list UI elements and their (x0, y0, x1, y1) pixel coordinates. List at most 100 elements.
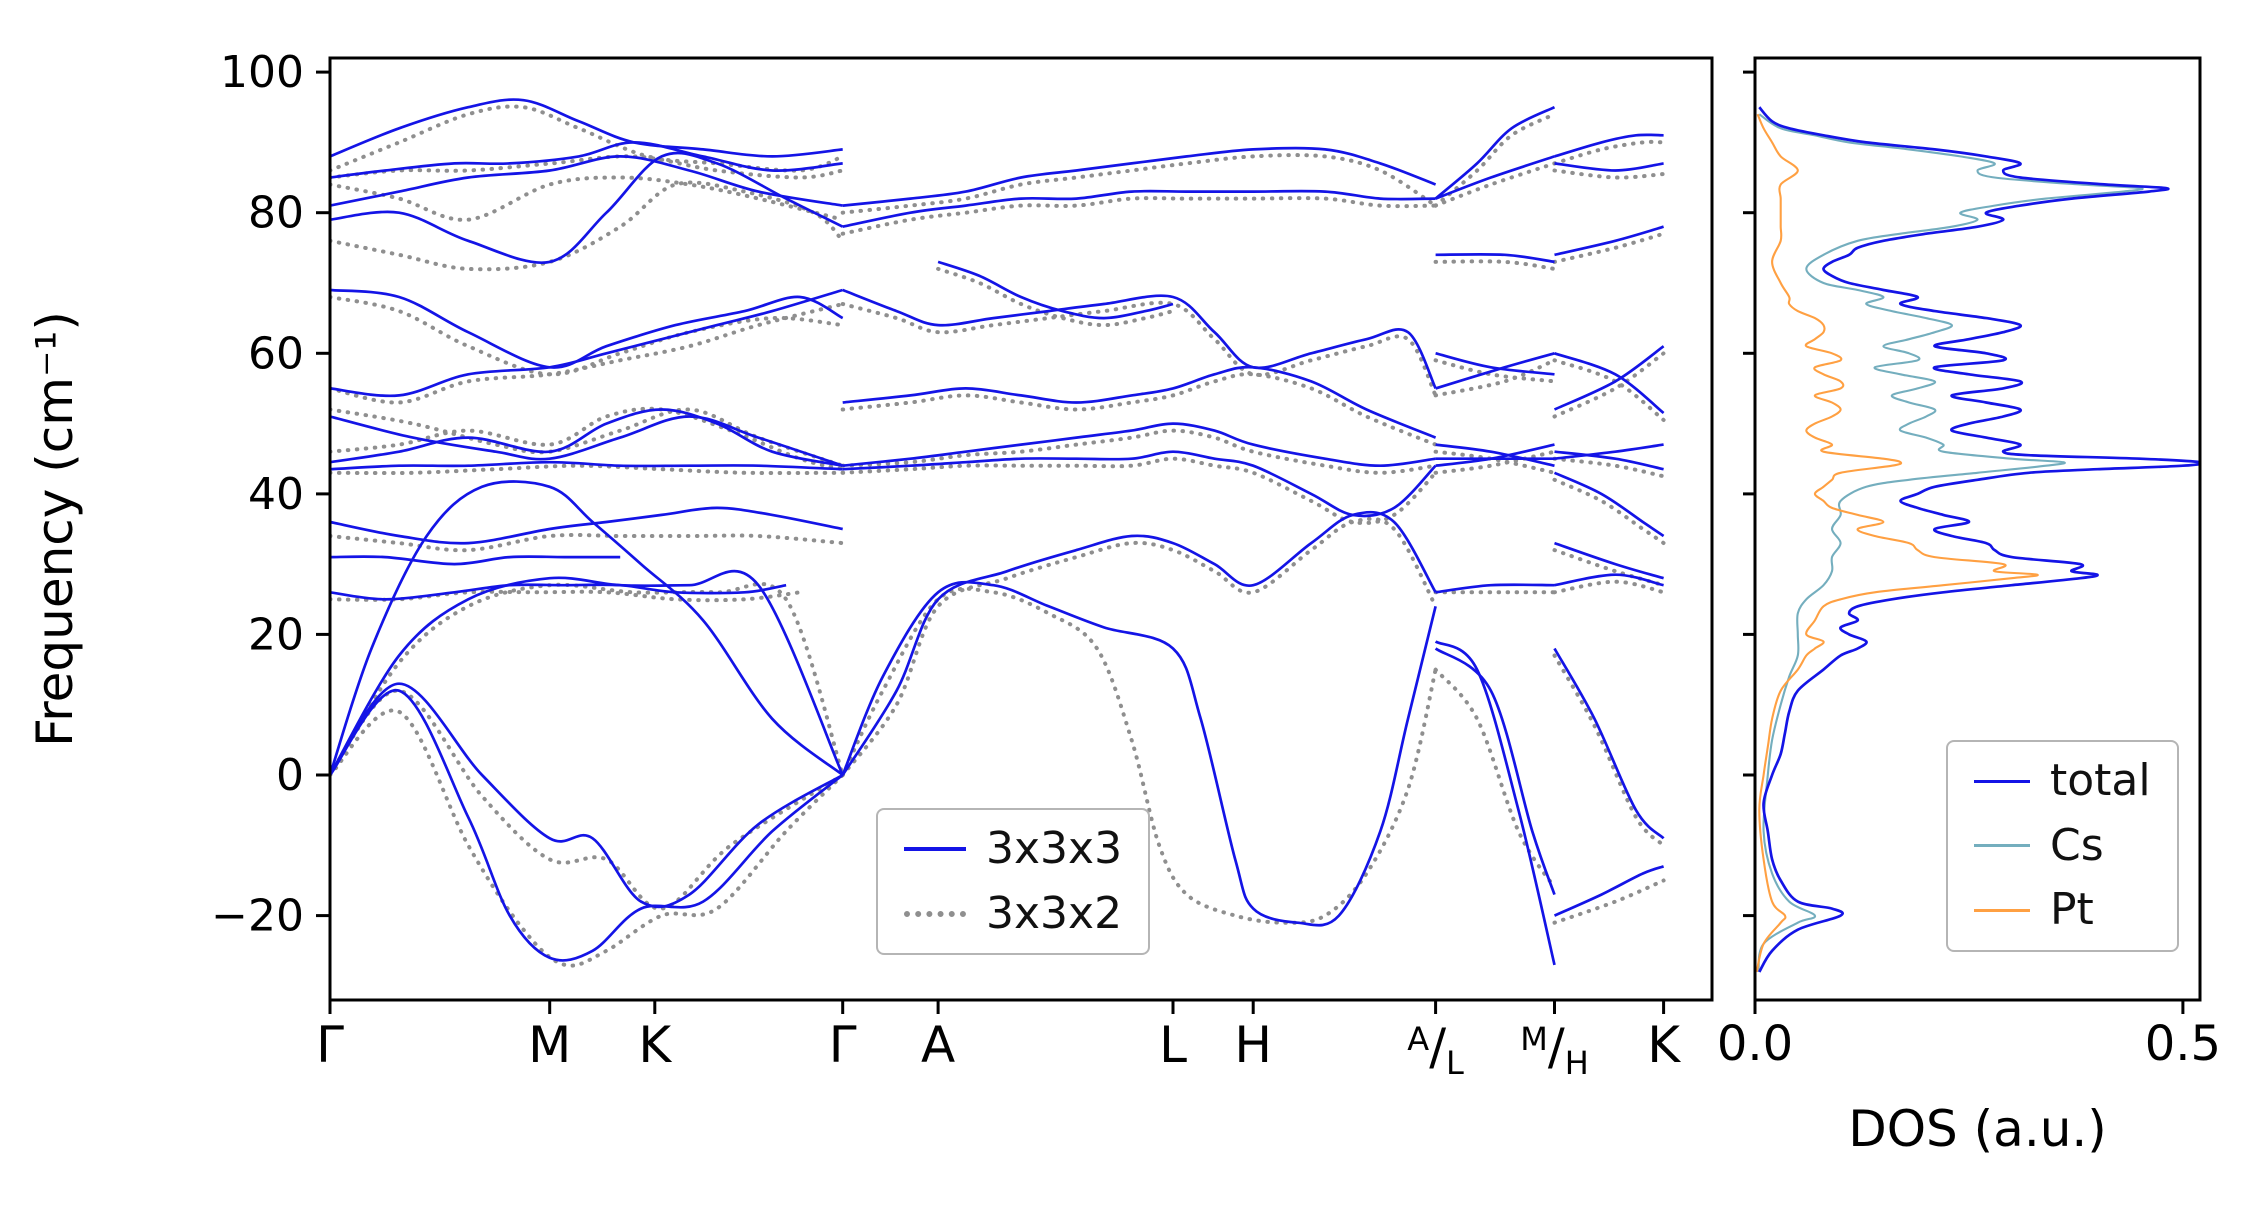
y-tick-label: 20 (248, 609, 304, 660)
legend-label-3x3x3: 3x3x3 (986, 823, 1123, 874)
band-lines-3x3x3 (330, 98, 1665, 966)
band-solid-line (330, 583, 787, 601)
band-solid-line (1554, 443, 1664, 461)
x-tick-label: M/H (1520, 1018, 1589, 1082)
band-lines-3x3x2 (330, 104, 1666, 968)
band-dotted-line (330, 180, 845, 272)
band-solid-line (1553, 471, 1665, 538)
legend-cs-line-sample (1974, 844, 2030, 848)
band-solid-line (842, 450, 1437, 518)
band-solid-line (1435, 252, 1555, 264)
legend-label-pt: Pt (2050, 884, 2094, 936)
x-tick-label: L (1159, 1016, 1187, 1074)
band-solid-line (1554, 541, 1664, 580)
band-solid-line (330, 460, 843, 471)
dos-frame (1753, 56, 2202, 1002)
band-solid-line (841, 510, 1437, 776)
band-dotted-line (330, 463, 845, 476)
band-dotted-line (1433, 667, 1557, 890)
x-tick-label: Γ (316, 1016, 344, 1074)
band-solid-line (330, 480, 844, 777)
band-solid-line (330, 288, 844, 398)
band-dotted-line (936, 266, 1175, 328)
band-dotted-line (1552, 653, 1666, 848)
band-solid-line (842, 422, 1436, 468)
legend-item-3x3x2: 3x3x2 (904, 887, 1123, 940)
band-dotted-line (330, 688, 845, 911)
band-dotted-line (1552, 878, 1666, 925)
x-tick-label: Γ (829, 1016, 857, 1074)
band-dotted-line (840, 516, 1438, 777)
y-tick-label: 40 (248, 469, 304, 520)
y-axis-label: Frequency (cm⁻¹) (26, 311, 84, 747)
band-solid-line (842, 288, 1437, 389)
band-dotted-line (1552, 477, 1666, 546)
band-dotted-line (330, 407, 845, 468)
band-dotted-line (1433, 449, 1557, 475)
band-dotted-line (330, 406, 845, 472)
band-dotted-line (1552, 548, 1666, 588)
band-dotted-line (840, 456, 1438, 526)
band-solid-line (330, 288, 844, 369)
band-solid-line (1435, 351, 1555, 376)
x-tick-label: K (638, 1016, 672, 1074)
band-solid-line (1554, 133, 1664, 158)
y-tick-label: 60 (248, 328, 304, 379)
dos-line-cs (1757, 113, 2144, 973)
dos-x-axis-label: DOS (a.u.) (1848, 1100, 2107, 1158)
band-dotted-line (1433, 259, 1557, 271)
band-solid-line (330, 415, 844, 467)
legend-label-cs: Cs (2050, 819, 2104, 871)
band-dotted-line (1552, 231, 1666, 264)
band-solid-line (841, 580, 1437, 927)
band-dotted-line (840, 153, 1438, 215)
band-dotted-line (1552, 456, 1666, 479)
band-solid-line (1435, 583, 1555, 594)
legend-item-3x3x3: 3x3x3 (904, 823, 1123, 875)
legend-label-3x3x2: 3x3x2 (986, 887, 1123, 939)
band-dotted-line (1433, 358, 1557, 398)
dos-x-tick-label: 0.5 (2145, 1016, 2221, 1072)
band-solid-line (1553, 865, 1665, 917)
band-dotted-line (330, 581, 845, 777)
legend-total-line-sample (1974, 779, 2030, 783)
dos-line-total (1758, 106, 2200, 973)
dos-x-tick-label: 0.0 (1717, 1016, 1793, 1072)
x-tick-label: K (1647, 1016, 1681, 1074)
band-solid-line (1434, 647, 1556, 896)
band-solid-line (1553, 647, 1665, 840)
band-solid-line (1554, 450, 1664, 471)
dos-line-pt (1755, 113, 2039, 973)
legend-item-total: total (1974, 755, 2151, 807)
band-solid-line (842, 365, 1437, 439)
band-solid-line (330, 151, 844, 265)
band-solid-line (330, 682, 844, 909)
band-solid-line (1554, 162, 1664, 172)
x-tick-label: A/L (1407, 1018, 1464, 1082)
band-dotted-line (840, 300, 1438, 398)
dos-curves (1755, 106, 2200, 973)
legend-solid-line-sample (904, 847, 966, 852)
y-tick-label: 0 (276, 750, 304, 801)
legend-pt-line-sample (1974, 908, 2030, 912)
band-solid-line (330, 506, 843, 545)
legend-dotted-line-sample (904, 910, 966, 917)
band-solid-line (330, 98, 843, 158)
band-solid-line (842, 146, 1437, 207)
x-tick-label: H (1234, 1016, 1272, 1074)
legend-item-cs: Cs (1974, 819, 2151, 872)
band-dotted-line (1552, 139, 1666, 166)
dos-legend: total Cs Pt (1946, 740, 2179, 952)
band-solid-line (1435, 351, 1555, 390)
band-dotted-line (330, 154, 845, 180)
band-dotted-line (840, 372, 1438, 447)
band-dotted-line (330, 175, 845, 222)
band-solid-line (1553, 345, 1665, 411)
band-dotted-line (1552, 579, 1666, 595)
band-solid-line (1435, 155, 1555, 200)
band-dotted-line (1433, 358, 1557, 384)
band-frame (328, 56, 1714, 1002)
band-solid-line (1435, 443, 1555, 468)
y-tick-label: 100 (220, 47, 304, 98)
